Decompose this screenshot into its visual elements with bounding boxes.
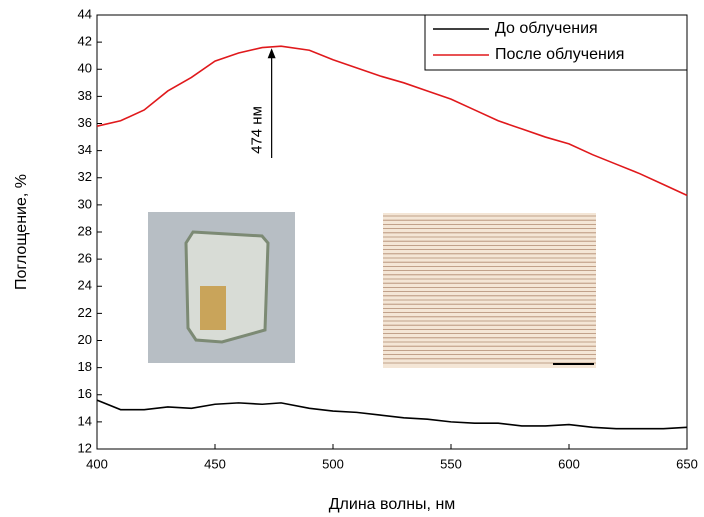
y-tick-label: 36: [78, 115, 92, 130]
annotation-arrowhead: [267, 48, 276, 59]
series-line: [96, 45, 688, 197]
x-tick-label: 650: [676, 456, 698, 471]
series-line: [96, 399, 688, 430]
y-tick-label: 22: [78, 305, 92, 320]
y-tick-label: 32: [78, 169, 92, 184]
y-tick-label: 26: [78, 251, 92, 266]
y-tick-label: 16: [78, 386, 92, 401]
y-tick-label: 28: [78, 223, 92, 238]
inset-glass: [184, 230, 270, 344]
legend-label: До облучения: [495, 20, 598, 37]
y-tick-label: 20: [78, 332, 92, 347]
x-tick-label: 450: [204, 456, 226, 471]
annotation-text: 474 нм: [249, 106, 266, 154]
y-tick-label: 14: [78, 413, 92, 428]
y-tick-label: 34: [78, 142, 92, 157]
x-tick-label: 550: [440, 456, 462, 471]
y-tick-label: 38: [78, 88, 92, 103]
inset-film: [200, 286, 226, 330]
inset-grating: [383, 213, 596, 368]
y-axis-label: Поглощение, %: [13, 174, 30, 290]
y-tick-label: 42: [78, 34, 92, 49]
x-tick-label: 600: [558, 456, 580, 471]
x-tick-label: 500: [322, 456, 344, 471]
y-tick-label: 24: [78, 278, 92, 293]
y-tick-label: 44: [78, 6, 92, 21]
y-tick-label: 12: [78, 440, 92, 455]
y-tick-label: 18: [78, 359, 92, 374]
y-tick-label: 40: [78, 61, 92, 76]
x-tick-label: 400: [86, 456, 108, 471]
legend-box: [424, 14, 688, 71]
legend-label: После облучения: [495, 46, 624, 63]
x-axis-label: Длина волны, нм: [329, 496, 456, 513]
y-tick-label: 30: [78, 196, 92, 211]
